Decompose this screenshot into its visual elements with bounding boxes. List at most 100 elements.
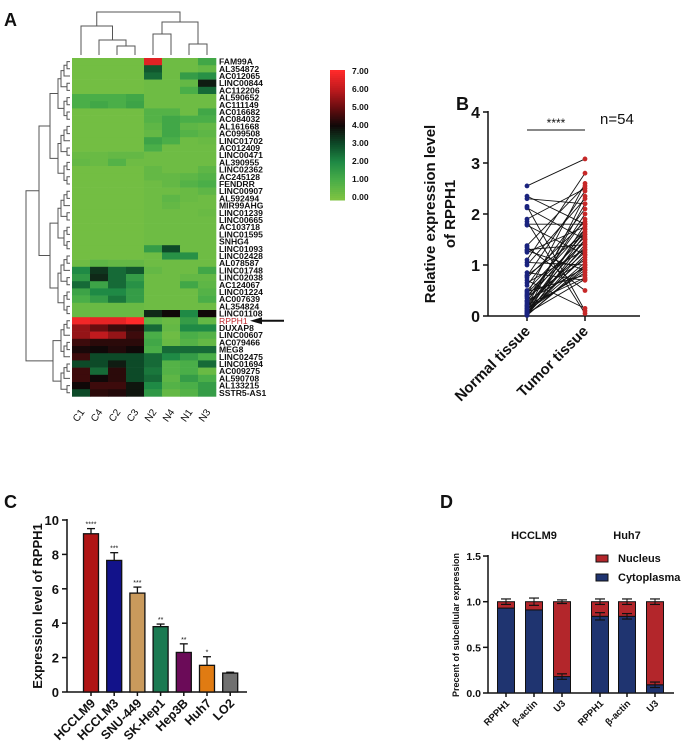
heatmap-cell [180, 173, 199, 181]
heatmap-cell [198, 259, 217, 268]
heatmap-cell [126, 230, 145, 239]
panel-label-d: D [440, 492, 453, 512]
colorbar-segment [330, 165, 345, 168]
heatmap-cell [198, 137, 217, 145]
pair-line [526, 239, 586, 315]
heatmap-cell [180, 209, 199, 217]
heatmap-cell [180, 281, 199, 289]
heatmap-cell [72, 230, 91, 239]
heatmap-cell [108, 180, 127, 188]
colorbar-segment [330, 151, 345, 154]
gene-label: LINC00844 [219, 78, 263, 88]
heatmap-cell [198, 230, 217, 239]
heatmap-cell [90, 101, 109, 109]
heatmap-cell [90, 252, 109, 260]
heatmap-cell [180, 180, 199, 188]
y-tick-label: 0.0 [466, 688, 481, 700]
heatmap-cell [126, 360, 145, 368]
heatmap-cell [126, 281, 145, 289]
heatmap-cell [144, 72, 163, 80]
colorbar-segment [330, 159, 345, 162]
heatmap-cell [108, 331, 127, 340]
pair-line [526, 188, 586, 220]
heatmap-cell [90, 238, 109, 246]
heatmap-cell [72, 238, 91, 246]
y-tick-label: 2 [52, 651, 59, 666]
heatmap-cell [90, 65, 109, 73]
pair-line [526, 198, 586, 266]
heatmap-cell [198, 331, 217, 340]
gene-label: LINC01093 [219, 244, 263, 254]
legend-swatch-nucleus [595, 554, 609, 563]
x-tick-label: β-actin [603, 698, 633, 728]
heatmap-cell [180, 302, 199, 311]
y-tick-label: 4 [471, 105, 480, 122]
colorbar-segment [330, 155, 345, 158]
heatmap-cell [126, 202, 145, 210]
heatmap-cell [162, 274, 181, 282]
heatmap-cell [108, 302, 127, 311]
pair-line [526, 195, 586, 313]
gene-label: AL078587 [219, 258, 259, 268]
gene-label: LINC00907 [219, 186, 263, 196]
heatmap-cell [72, 202, 91, 210]
heatmap-cell [108, 94, 127, 102]
heatmap-cell [108, 346, 127, 354]
colorbar-segment [330, 157, 345, 160]
dendrogram-branch [66, 190, 70, 199]
pair-line [526, 213, 586, 302]
heatmap-cell [108, 274, 127, 282]
colorbar-segment [330, 98, 345, 101]
heatmap-cell [126, 86, 145, 95]
heatmap-cell [198, 223, 217, 232]
dendrogram-branch [66, 147, 70, 156]
heatmap-cell [72, 72, 91, 80]
pair-line [526, 190, 586, 277]
heatmap-cell [72, 94, 91, 102]
heatmap-cell [162, 245, 181, 253]
column-label: C3 [125, 407, 142, 424]
heatmap-cell [198, 346, 217, 354]
x-tick-label: U3 [552, 698, 568, 714]
heatmap-cell [180, 72, 199, 80]
heatmap-cell [144, 58, 163, 66]
heatmap-cell [144, 130, 163, 138]
tumor-point [582, 247, 588, 253]
heatmap-cell [90, 317, 109, 325]
x-tick-label: U3 [645, 698, 661, 714]
dendrogram-branch [66, 241, 70, 250]
heatmap-cell [126, 252, 145, 260]
heatmap-cell [162, 202, 181, 210]
colorbar-segment [330, 197, 345, 201]
heatmap-cell [198, 180, 217, 188]
dendrogram-branch [66, 226, 70, 235]
heatmap-cell [144, 86, 163, 95]
heatmap-cell [126, 288, 145, 296]
heatmap-cell [198, 122, 217, 131]
heatmap-cell [90, 331, 109, 340]
heatmap-cell [198, 72, 217, 80]
heatmap-cell [90, 216, 109, 224]
heatmap-cell [126, 295, 145, 304]
colorbar-segment [330, 88, 345, 91]
heatmap-cell [108, 130, 127, 138]
heatmap-cell [162, 295, 181, 304]
heatmap-cell [108, 209, 127, 217]
heatmap-cell [108, 86, 127, 95]
heatmap-cell [180, 115, 199, 124]
heatmap-cell [198, 360, 217, 368]
heatmap-cell [126, 216, 145, 224]
gene-label: LINC01108 [219, 309, 263, 319]
heatmap-cell [144, 202, 163, 210]
heatmap-cell [126, 115, 145, 124]
gene-label: AC079466 [219, 337, 260, 347]
heatmap-cell [198, 151, 217, 160]
arrow-head-icon [250, 317, 262, 325]
heatmap-cell [162, 360, 181, 368]
dendrogram-branch [66, 277, 70, 286]
gene-label: AL592494 [219, 193, 259, 203]
heatmap-cell [180, 389, 199, 397]
heatmap-cell [126, 338, 145, 347]
cytoplasma-bar [497, 607, 515, 694]
heatmap-cell [126, 223, 145, 232]
